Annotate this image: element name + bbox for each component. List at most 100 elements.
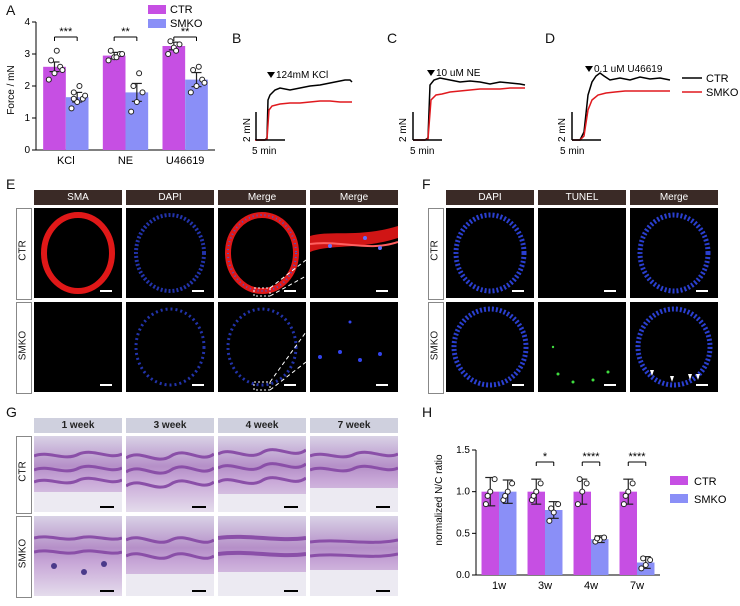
data-point [70, 95, 77, 102]
f-smko-dapi-image [446, 302, 534, 392]
f-smko-merge-image [630, 302, 718, 392]
data-point [555, 501, 562, 508]
g-smko-4w-image [218, 516, 306, 596]
g-smko-7w-image [310, 516, 398, 596]
data-point [201, 79, 208, 86]
significance-label: **** [582, 451, 600, 463]
x-tick-label: KCl [57, 155, 75, 167]
trace-legend-smko: SMKO [706, 87, 739, 99]
data-point [625, 488, 632, 495]
data-point [579, 488, 586, 495]
scale-bar [376, 590, 390, 592]
data-point [533, 488, 540, 495]
h-legend-label-ctr: CTR [694, 476, 717, 488]
panel-label-b: B [232, 30, 242, 46]
data-point [550, 509, 557, 516]
panel-label-f: F [422, 176, 431, 192]
data-point [136, 70, 143, 77]
e-header-merge: Merge [218, 190, 306, 205]
y-tick-label: 3 [24, 49, 30, 60]
g-header-4-week: 4 week [218, 418, 306, 433]
h-legend-swatch-ctr [670, 476, 688, 485]
scale-bar [284, 384, 296, 386]
panel-label-e: E [6, 176, 16, 192]
force-ylabel: Force / mN [6, 65, 17, 114]
data-point [165, 51, 172, 57]
f-row-label-smko: SMKO [429, 330, 441, 361]
significance-label: * [543, 451, 548, 463]
data-point [173, 47, 180, 54]
data-point [502, 492, 509, 499]
data-point [638, 565, 645, 572]
e-smko-dapi-image [126, 302, 214, 392]
data-point [68, 105, 75, 112]
bar-smko [65, 97, 89, 150]
data-point [70, 89, 77, 96]
trace-c: 10 uM NE 2 mN 5 min [398, 68, 526, 157]
data-point [176, 41, 183, 48]
scale-x-label-d: 5 min [560, 146, 584, 157]
data-point [190, 67, 197, 73]
g-row-label-smko: SMKO [17, 538, 29, 569]
trace-d-label: 0.1 uM U46619 [594, 64, 663, 75]
trace-legend-ctr: CTR [706, 73, 729, 85]
g-row-box-ctr [16, 436, 32, 514]
data-point [601, 534, 608, 541]
e-row-label-ctr: CTR [17, 240, 29, 261]
data-point [193, 83, 200, 89]
f-smko-tunel-image [538, 302, 626, 392]
data-point [594, 535, 601, 542]
scale-bar [284, 506, 298, 508]
e-ctr-sma-image [34, 208, 122, 298]
trace-c-ctr [413, 77, 526, 141]
g-ctr-7w-image [310, 436, 398, 512]
nc-ylabel: normalized N/C ratio [434, 454, 445, 546]
h-legend-label-smko: SMKO [694, 494, 727, 506]
data-point [48, 57, 55, 64]
stimulus-arrow-b [267, 72, 275, 78]
e-smko-merge-image [218, 302, 306, 392]
data-point [128, 108, 135, 115]
trace-b: 124mM KCl 2 mN 5 min [242, 70, 353, 157]
scale-bar [100, 590, 114, 592]
g-header-7-week: 7 week [310, 418, 398, 433]
bar-ctr [527, 491, 545, 575]
data-point [53, 47, 60, 54]
force-bar-chart: Force / mN CTR SMKO 0 1 2 3 4 KCl *** NE ** U4661… [6, 4, 215, 167]
scale-bar [376, 290, 388, 292]
g-row-label-ctr: CTR [17, 461, 29, 482]
scale-bar [192, 384, 204, 386]
data-point [583, 480, 590, 487]
g-header-1-week: 1 week [34, 418, 122, 433]
e-smko-merge-zoom-image [310, 302, 398, 392]
data-point [133, 99, 140, 105]
x-tick-label: 7w [630, 580, 644, 592]
y-tick-label: 1.5 [456, 445, 470, 456]
significance-label: *** [59, 26, 73, 38]
panel-label-c: C [387, 30, 398, 46]
data-point [195, 63, 202, 70]
trace-b-smko [255, 100, 352, 141]
legend-swatch-ctr [148, 5, 166, 14]
scale-bar [100, 290, 112, 292]
data-point [76, 83, 83, 89]
data-point [105, 57, 112, 64]
bar-ctr [573, 491, 591, 575]
stimulus-arrow-c [427, 70, 435, 76]
scale-x-label-b: 5 min [252, 146, 276, 157]
g-ctr-3w-image [126, 436, 214, 512]
scale-bar [512, 384, 524, 386]
contraction-traces: 124mM KCl 2 mN 5 min 10 uM NE 2 mN 5 min… [242, 64, 739, 157]
significance-label: ** [181, 26, 190, 38]
trace-c-smko [413, 87, 525, 141]
panel-label-h: H [422, 404, 433, 420]
f-ctr-merge-image [630, 208, 718, 298]
e-ctr-merge-image [218, 208, 306, 298]
data-point [487, 488, 494, 495]
data-point [59, 67, 66, 73]
g-header-3-week: 3 week [126, 418, 214, 433]
scale-y-label-d: 2 mN [557, 118, 568, 142]
trace-b-label: 124mM KCl [276, 70, 328, 81]
data-point [187, 89, 194, 96]
scale-y-label-b: 2 mN [242, 118, 253, 142]
